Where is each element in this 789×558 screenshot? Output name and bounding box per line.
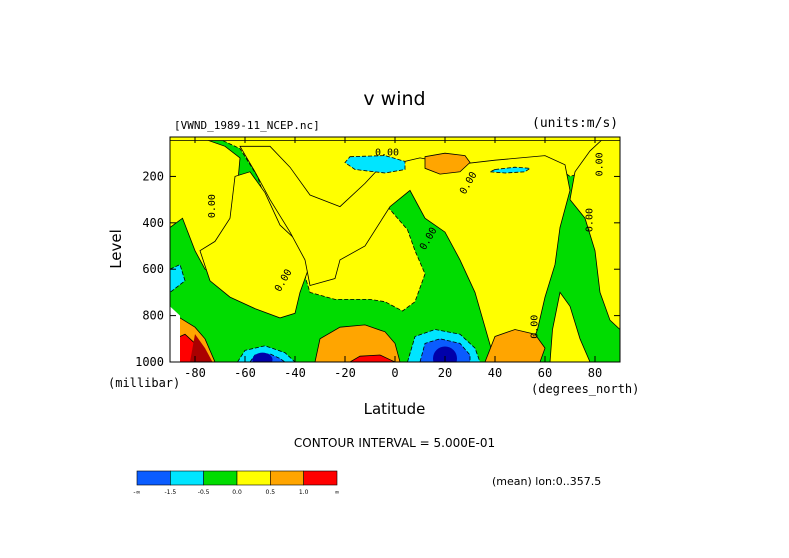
- colorbar-swatch-5: [303, 470, 338, 486]
- y-tick-label-3: 800: [142, 309, 164, 323]
- x-tick-label-2: -40: [284, 366, 306, 380]
- x-tick-label-0: -80: [184, 366, 206, 380]
- colorbar-label-2: -0.5: [198, 489, 210, 496]
- x-tick-label-7: 60: [538, 366, 552, 380]
- colorbar-label-1: -1.5: [164, 489, 176, 496]
- contour-label-2: 0.00: [375, 148, 399, 159]
- missing-data-region: [170, 306, 180, 362]
- colorbar-swatch-4: [270, 470, 304, 486]
- contour-region-8: [488, 166, 532, 174]
- contour-region-4: [569, 137, 620, 331]
- contour-label-0: 0.00: [207, 194, 218, 218]
- colorbar-label-3: 0.0: [232, 489, 242, 496]
- y-tick-label-4: 1000: [135, 355, 164, 369]
- y-unit-label: (millibar): [108, 376, 181, 390]
- colorbar: -∞ -1.5 -0.5 0.0 0.5 1.0 ∞: [133, 470, 340, 496]
- y-tick-label-1: 400: [142, 216, 164, 230]
- contour-label-7: 0.00: [595, 152, 606, 176]
- contour-region-19: [170, 264, 186, 293]
- contour-label-6: 0.00: [585, 208, 596, 232]
- colorbar-label-0: -∞: [133, 489, 140, 496]
- dark-blue-core-north: [433, 346, 457, 362]
- contour-region-11: [349, 354, 396, 362]
- x-tick-label-1: -60: [234, 366, 256, 380]
- plot-fill-layer: 0.000.000.000.000.000.000.000.00: [170, 137, 620, 362]
- colorbar-label-5: 1.0: [299, 489, 309, 496]
- x-tick-label-6: 40: [488, 366, 502, 380]
- x-tick-label-5: 20: [438, 366, 452, 380]
- contour-fill: 0.000.000.000.000.000.000.000.00: [170, 137, 620, 362]
- y-tick-label-0: 200: [142, 169, 164, 183]
- plot-frame-layer: -80 -60 -40 -20 0 20 40 60 80 200 400 600 800 1000: [135, 136, 621, 380]
- file-label: [VWND_1989-11_NCEP.nc]: [174, 119, 320, 132]
- x-axis-label: Latitude: [363, 400, 426, 418]
- units-label: (units:m/s): [532, 116, 619, 131]
- contour-region-10: [314, 324, 401, 362]
- colorbar-swatch-0: [136, 470, 171, 486]
- colorbar-label-4: 0.5: [266, 489, 276, 496]
- dark-blue-core-south: [252, 352, 273, 362]
- contour-label-5: 0.00: [530, 315, 541, 339]
- x-tick-label-4: 0: [391, 366, 398, 380]
- x-tick-label-3: -20: [334, 366, 356, 380]
- x-tick-label-8: 80: [588, 366, 602, 380]
- colorbar-swatch-2: [203, 470, 238, 486]
- chart-title: v wind: [363, 88, 426, 110]
- colorbar-label-6: ∞: [335, 489, 340, 496]
- colorbar-swatch-3: [236, 470, 271, 486]
- colorbar-swatch-1: [170, 470, 204, 486]
- contour-region-7: [344, 155, 406, 174]
- x-unit-label: (degrees_north): [531, 382, 640, 396]
- contour-interval-label: CONTOUR INTERVAL = 5.000E-01: [293, 436, 496, 450]
- y-tick-label-2: 600: [142, 262, 164, 276]
- contour-region-12: [484, 329, 546, 362]
- contour-region-5: [549, 291, 591, 362]
- dark-red-core: [190, 334, 213, 362]
- mean-label: (mean) lon:0..357.5: [492, 475, 602, 488]
- contour-region-9: [424, 152, 471, 175]
